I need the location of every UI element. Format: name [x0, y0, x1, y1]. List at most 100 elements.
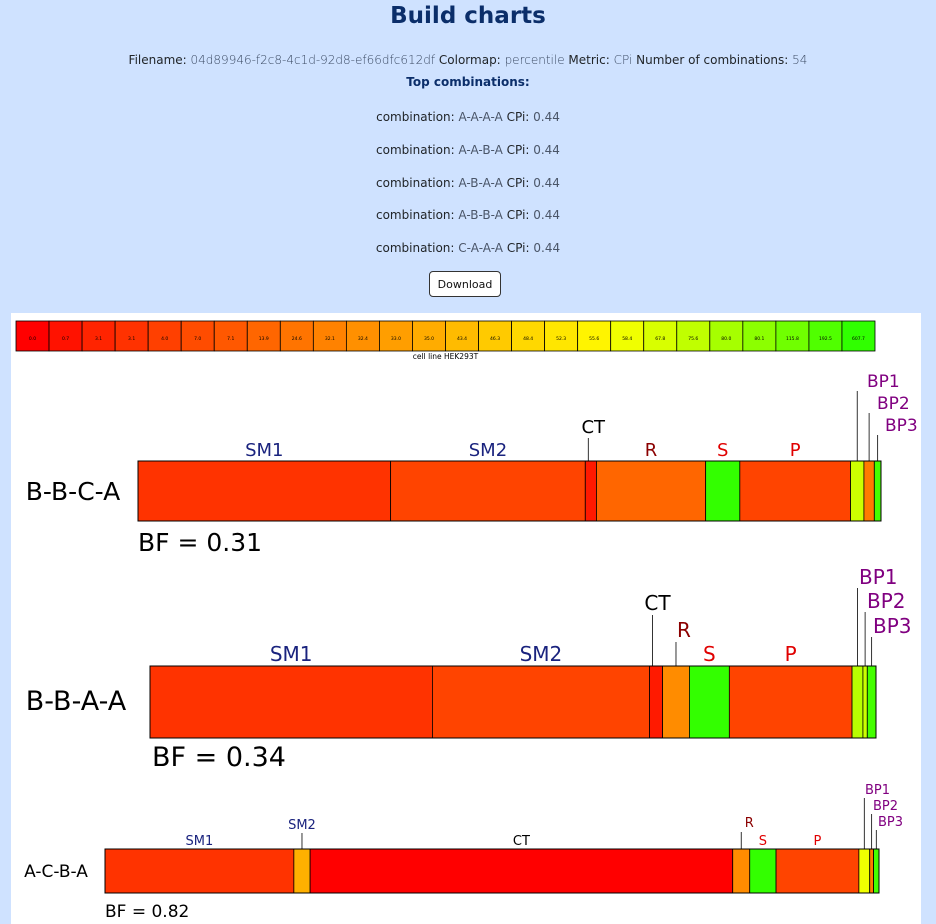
legend-swatch	[279, 320, 314, 352]
combination-label: combination:	[375, 241, 455, 255]
legend-value: 80.1	[754, 336, 764, 342]
legend-swatch	[213, 320, 248, 352]
construct-outline	[149, 665, 877, 739]
legend-value: 0.7	[62, 336, 69, 342]
construct-segment-p	[739, 460, 851, 522]
combos-value: 54	[792, 53, 808, 67]
legend-value: 43.4	[457, 336, 467, 342]
construct-segment-ct	[584, 460, 597, 522]
top-combination-item: combination: C-A-A-A CPi: 0.44	[0, 241, 936, 255]
segment-label-sm2: SM2	[520, 642, 563, 666]
legend-swatch	[478, 320, 512, 352]
segment-label-bp1: BP1	[867, 372, 900, 392]
construct-segment-s	[705, 460, 741, 522]
chart-panel: 0.0 0.7 3.1 3.1 4.0 7.0 7.1 13.9 24.6 32.1 32.4 33.…	[11, 313, 921, 924]
segment-label-sm2: SM2	[469, 440, 507, 461]
legend-value: 32.1	[325, 336, 335, 342]
legend-swatch	[775, 320, 810, 352]
top-combination-item: combination: A-A-A-A CPi: 0.44	[0, 110, 936, 124]
top-combination-item: combination: A-A-B-A CPi: 0.44	[0, 143, 936, 157]
combination-label: combination:	[375, 208, 455, 222]
legend-swatch	[345, 320, 380, 352]
construct-segment-bp1	[851, 665, 864, 739]
construct-segment-s	[689, 665, 730, 739]
segment-label-bp1: BP1	[865, 783, 890, 798]
construct-segment-sm2	[390, 460, 586, 522]
construct-segment-sm1	[149, 665, 433, 739]
combination-label: combination:	[376, 176, 455, 190]
top-combination-item: combination: A-B-B-A CPi: 0.44	[0, 208, 936, 222]
segment-label-ct: CT	[581, 417, 606, 438]
colormap-value: percentile	[504, 53, 565, 67]
legend-value: 52.3	[556, 336, 566, 342]
segment-label-s: S	[759, 834, 767, 849]
segment-label-r: R	[745, 816, 754, 831]
legend-swatch	[445, 320, 479, 352]
legend-value: 55.6	[589, 336, 599, 342]
construct-outline	[104, 848, 880, 894]
legend-swatch	[676, 320, 711, 352]
bf-value: BF = 0.82	[105, 902, 189, 922]
cpi-label: CPi:	[506, 208, 530, 222]
cpi-label: CPi:	[506, 110, 530, 124]
construct-name: A-C-B-A	[24, 862, 88, 882]
segment-label-bp2: BP2	[873, 799, 898, 814]
filename-value: 04d89946-f2c8-4c1d-92d8-ef66dfc612df	[190, 53, 436, 67]
combination-value: A-B-B-A	[458, 208, 503, 222]
construct-segment-p	[728, 665, 853, 739]
legend-value: 192.5	[819, 336, 832, 342]
construct-name: B-B-C-A	[26, 477, 120, 506]
construct-segment-bp2	[863, 460, 875, 522]
construct-segment-p	[775, 848, 860, 894]
bf-value: BF = 0.31	[138, 528, 262, 557]
cpi-label: CPi:	[506, 176, 530, 190]
legend-value: 80.0	[721, 336, 731, 342]
construct-segment-bp3	[873, 460, 882, 522]
segment-label-sm1: SM1	[186, 834, 214, 849]
legend-swatch	[114, 320, 149, 352]
cpi-value: 0.44	[533, 241, 561, 255]
legend-value: 24.6	[292, 336, 302, 342]
construct-segment-r	[662, 665, 690, 739]
legend-swatch	[147, 320, 182, 352]
legend-swatch	[544, 320, 579, 352]
cpi-label: CPi:	[506, 143, 530, 157]
segment-label-p: P	[790, 440, 801, 461]
page-title: Build charts	[390, 3, 546, 29]
segment-label-sm1: SM1	[270, 642, 313, 666]
colormap-label: Colormap:	[438, 53, 501, 67]
segment-label-bp3: BP3	[878, 815, 903, 830]
metric-label: Metric:	[568, 53, 610, 67]
construct-name: B-B-A-A	[26, 686, 127, 717]
legend-swatch	[511, 320, 546, 352]
legend-value: 32.4	[358, 336, 368, 342]
cpi-value: 0.44	[533, 208, 560, 222]
legend-swatch	[643, 320, 678, 352]
download-button[interactable]: Download	[429, 271, 501, 297]
legend-value: 48.4	[523, 336, 533, 342]
legend-swatch	[180, 320, 215, 352]
construct-segment-bp3	[866, 665, 877, 739]
construct-outline	[137, 460, 882, 522]
construct-segment-bp1	[858, 848, 871, 894]
legend-swatch	[412, 320, 446, 352]
segment-label-p: P	[785, 642, 797, 666]
legend-swatch	[379, 320, 413, 352]
legend-swatch	[312, 320, 347, 352]
combination-label: combination:	[376, 143, 455, 157]
legend-swatch	[48, 320, 83, 352]
segment-label-r: R	[677, 618, 691, 642]
combination-label: combination:	[376, 110, 455, 124]
segment-label-sm1: SM1	[245, 440, 283, 461]
segment-label-bp2: BP2	[877, 394, 910, 414]
legend-value: 58.4	[622, 336, 632, 342]
legend-value: 33.0	[391, 336, 401, 342]
cpi-label: CPi:	[506, 241, 530, 255]
segment-label-bp3: BP3	[885, 416, 918, 436]
construct-segment-s	[749, 848, 777, 894]
construct-segment-bp3	[873, 848, 880, 894]
construct-segment-sm1	[137, 460, 392, 522]
legend-value: 35.0	[424, 336, 434, 342]
legend-value: 67.8	[655, 336, 665, 342]
cpi-value: 0.44	[533, 176, 560, 190]
